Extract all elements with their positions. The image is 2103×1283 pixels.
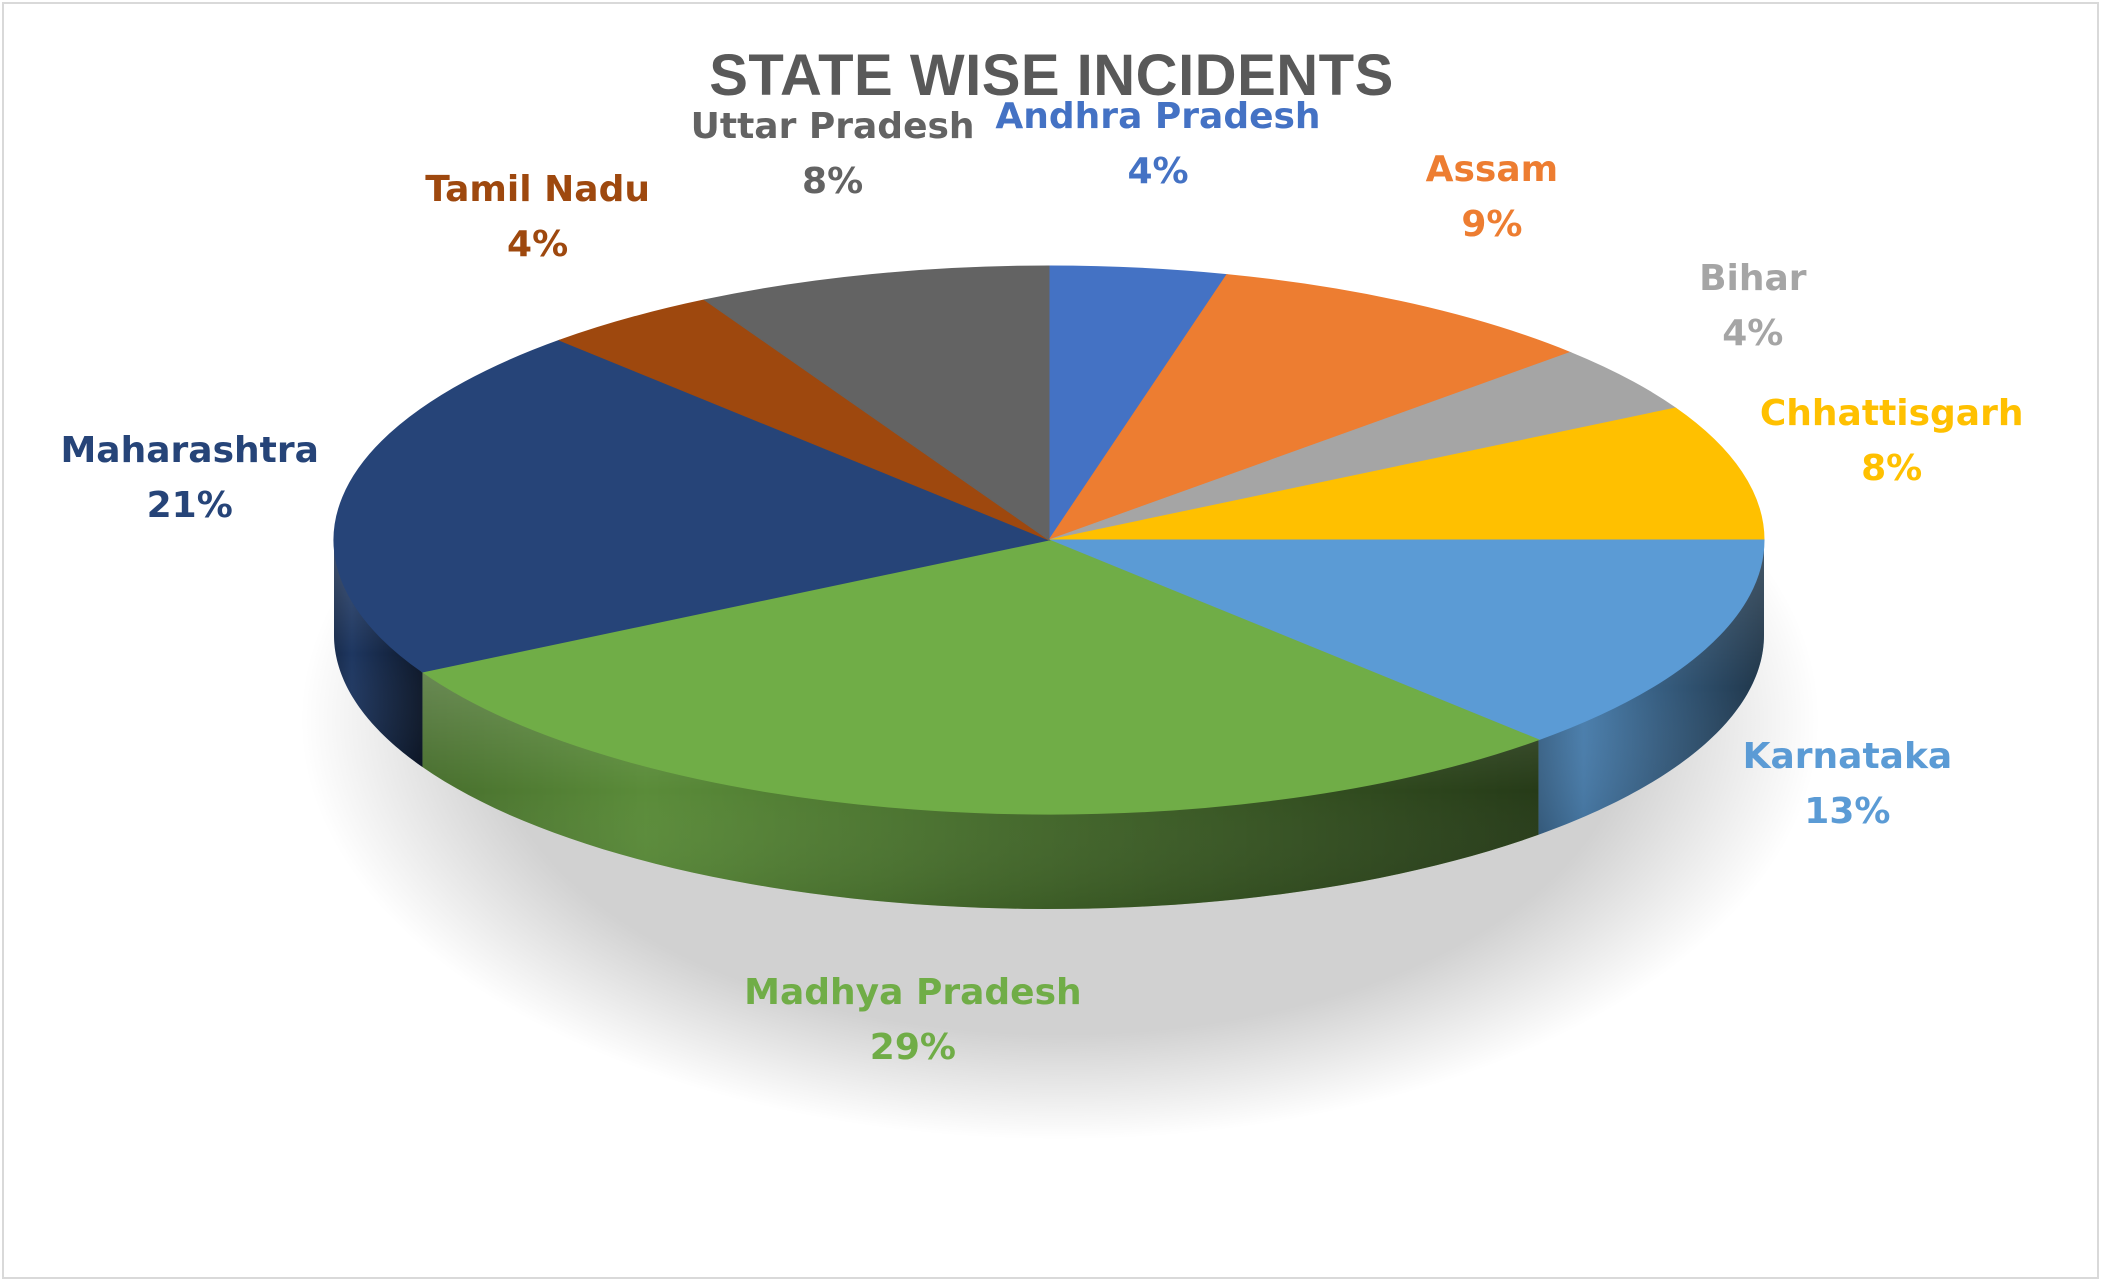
label-category: Chhattisgarh	[1759, 392, 2024, 434]
label-percent: 4%	[1722, 312, 1784, 354]
label-category: Andhra Pradesh	[995, 96, 1321, 138]
label-bihar: Bihar 4%	[1699, 251, 1806, 361]
slice-bihar[interactable]	[1048, 351, 1677, 541]
label-percent: 8%	[802, 160, 864, 202]
label-percent: 29%	[869, 1026, 956, 1068]
slice-uttar-pradesh[interactable]	[703, 265, 1050, 541]
pie-slices	[333, 265, 1765, 815]
label-category: Assam	[1425, 148, 1559, 190]
slice-maharashtra[interactable]	[333, 339, 1051, 673]
slice-assam[interactable]	[1047, 274, 1572, 541]
side-highlight-karnataka	[1538, 540, 1764, 835]
label-assam: Assam 9%	[1426, 142, 1559, 252]
label-andhra-pradesh: Andhra Pradesh 4%	[995, 89, 1320, 199]
label-percent: 13%	[1804, 791, 1891, 832]
slice-andhra-pradesh[interactable]	[1048, 265, 1228, 542]
label-maharashtra: Maharashtra 21%	[60, 423, 318, 533]
label-category: Bihar	[1699, 257, 1807, 299]
label-percent: 21%	[146, 484, 233, 526]
side-highlight-maharashtra	[334, 540, 423, 767]
label-percent: 4%	[507, 224, 569, 266]
label-category: Karnataka	[1742, 736, 1953, 777]
label-tamil-nadu: Tamil Nadu 4%	[425, 162, 650, 272]
label-category: Uttar Pradesh	[690, 105, 975, 147]
label-chhattisgarh: Chhattisgarh 8%	[1760, 386, 2024, 496]
pie-sides	[334, 540, 1764, 909]
label-percent: 4%	[1127, 151, 1189, 193]
slice-tamil-nadu[interactable]	[558, 299, 1050, 541]
label-uttar-pradesh: Uttar Pradesh 8%	[691, 99, 975, 209]
label-percent: 8%	[1861, 447, 1923, 489]
side-highlight-madhya-pradesh	[422, 672, 1539, 909]
label-percent: 9%	[1461, 203, 1523, 245]
label-category: Madhya Pradesh	[744, 971, 1082, 1013]
slice-karnataka[interactable]	[1048, 539, 1765, 741]
label-category: Maharashtra	[60, 429, 319, 471]
chart-title: STATE WISE INCIDENTS	[709, 43, 1394, 108]
label-madhya-pradesh: Madhya Pradesh 29%	[744, 965, 1081, 1075]
slice-chhattisgarh[interactable]	[1048, 407, 1765, 541]
slice-madhya-pradesh[interactable]	[421, 539, 1540, 815]
label-category: Tamil Nadu	[425, 169, 650, 211]
label-karnataka: Karnataka 13%	[1743, 729, 1953, 839]
